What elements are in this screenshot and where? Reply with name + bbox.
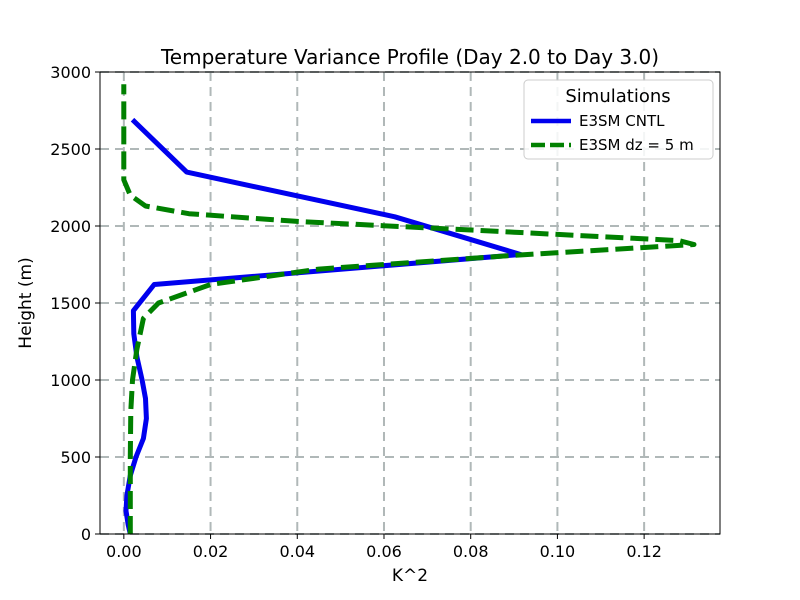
y-tick-label: 2000 <box>50 217 91 236</box>
x-tick-label: 0.00 <box>106 542 142 561</box>
series-layer <box>121 84 697 535</box>
y-tick-label: 500 <box>60 448 91 467</box>
x-tick-label: 0.02 <box>193 542 229 561</box>
y-tick-label: 2500 <box>50 140 91 159</box>
x-tick-label: 0.06 <box>366 542 402 561</box>
x-tick-label: 0.10 <box>540 542 576 561</box>
y-tick-label: 3000 <box>50 63 91 82</box>
y-axis-label: Height (m) <box>16 257 36 348</box>
legend-box <box>523 79 714 160</box>
x-tick-label: 0.12 <box>626 542 662 561</box>
y-axis: 0 500 1000 1500 2000 2500 3000 <box>50 63 100 544</box>
legend-label-dz5: E3SM dz = 5 m <box>579 136 694 154</box>
x-tick-label: 0.08 <box>453 542 489 561</box>
legend-label-cntl: E3SM CNTL <box>579 112 665 130</box>
y-tick-label: 1500 <box>50 294 91 313</box>
y-tick-label: 1000 <box>50 371 91 390</box>
y-tick-label: 0 <box>81 525 91 544</box>
series-line-dz5 <box>121 84 697 534</box>
legend: Simulations E3SM CNTL E3SM dz = 5 m <box>523 79 714 160</box>
x-axis-label: K^2 <box>392 566 428 586</box>
x-tick-label: 0.04 <box>279 542 315 561</box>
legend-title: Simulations <box>565 86 670 107</box>
x-axis: 0.00 0.02 0.04 0.06 0.08 0.10 0.12 <box>106 534 662 561</box>
series-line-cntl <box>123 117 524 535</box>
chart-title: Temperature Variance Profile (Day 2.0 to… <box>160 45 659 69</box>
